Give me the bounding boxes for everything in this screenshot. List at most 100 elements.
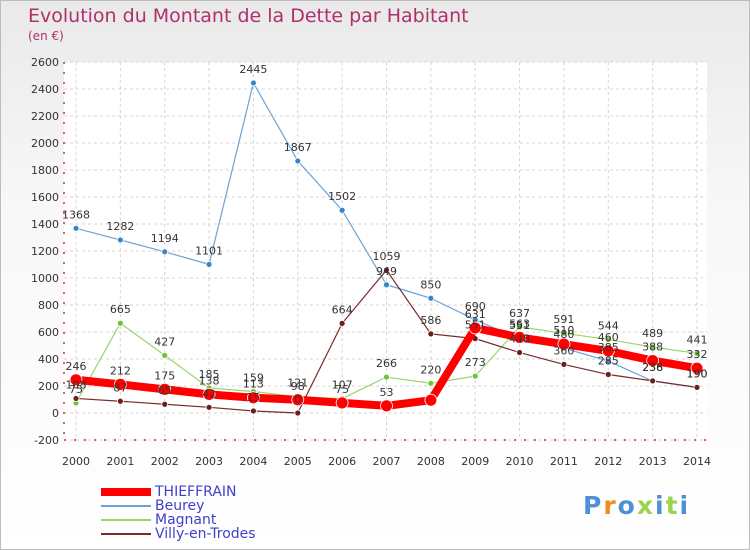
data-point-thieffrain [247,391,260,405]
y-tick-label: 2000 [31,137,59,150]
data-label-thieffrain: 460 [598,331,619,344]
data-point-villy-en-trodes [560,360,568,368]
data-point-thieffrain [601,344,615,358]
data-label-villy-en-trodes: 664 [332,303,353,316]
data-point-beurey [383,281,390,289]
data-point-villy-en-trodes [693,383,701,391]
x-tick-label: 2014 [683,455,711,468]
data-label-thieffrain: 388 [642,341,663,354]
data-label-magnant: 273 [465,356,486,369]
data-point-thieffrain [646,354,660,368]
data-point-villy-en-trodes [383,266,390,274]
data-point-beurey [205,260,213,268]
data-label-beurey: 236 [642,361,663,374]
data-point-thieffrain [690,361,704,375]
data-point-beurey [250,79,257,87]
data-label-magnant: 121 [287,377,308,390]
data-label-beurey: 480 [553,328,574,341]
x-tick-label: 2008 [417,455,445,468]
data-point-magnant [693,350,701,357]
x-tick-label: 2009 [461,455,489,468]
legend-label: Villy-en-Trodes [155,526,256,542]
logo-letter: i [679,491,691,520]
data-point-magnant [516,323,523,331]
legend-item: Villy-en-Trodes [101,527,256,541]
data-label-magnant: 544 [598,320,619,333]
data-label-magnant: 665 [110,303,131,316]
data-point-magnant [161,351,169,359]
y-tick-label: 1600 [31,191,59,204]
data-label-villy-en-trodes: 285 [598,355,619,368]
data-point-magnant [560,329,568,337]
data-label-magnant: 266 [376,357,397,370]
data-label-thieffrain: 98 [291,380,305,393]
data-point-thieffrain [202,387,216,401]
data-label-thieffrain: 212 [110,364,131,377]
data-point-villy-en-trodes [516,349,523,356]
data-label-magnant: 441 [687,333,708,346]
data-label-villy-en-trodes: 551 [465,319,486,332]
logo-letter: t [665,491,680,520]
data-label-villy-en-trodes: 586 [420,314,441,327]
data-label-magnant: 591 [553,313,574,326]
legend-item: Magnant [101,513,256,527]
data-label-magnant: 75 [69,383,83,396]
y-tick-label: 2600 [31,56,59,69]
legend-item: Beurey [101,499,256,513]
y-tick-label: 0 [52,407,59,420]
data-label-villy-en-trodes: 1059 [373,250,401,263]
data-label-beurey: 190 [687,367,708,380]
data-label-beurey: 850 [420,278,441,291]
y-tick-label: 1000 [31,272,59,285]
data-point-thieffrain [380,399,393,413]
data-label-villy-en-trodes: 360 [553,344,574,357]
data-label-thieffrain: 246 [66,360,87,373]
data-point-villy-en-trodes [205,403,213,411]
y-tick-label: 600 [38,326,59,339]
y-tick-label: -200 [34,434,59,447]
data-point-thieffrain [335,396,349,410]
legend-swatch [101,519,151,521]
logo-letter: i [655,491,666,520]
data-label-beurey: 1867 [284,141,312,154]
data-point-magnant [649,343,657,351]
legend-item: THIEFFRAIN [101,485,256,499]
x-tick-label: 2000 [62,455,90,468]
data-label-villy-en-trodes: 238 [642,361,663,374]
x-tick-label: 2010 [506,455,534,468]
data-label-villy-en-trodes: 87 [113,381,127,394]
x-tick-label: 2004 [239,455,267,468]
data-point-villy-en-trodes [72,395,80,402]
data-point-beurey [161,248,169,256]
data-label-magnant: 637 [509,307,530,320]
y-tick-label: 1200 [31,245,59,258]
data-label-beurey: 949 [376,265,397,278]
legend-swatch [101,488,151,496]
data-label-thieffrain: 175 [154,369,175,382]
data-point-thieffrain [557,337,571,351]
data-point-magnant [116,319,124,327]
logo-letter: o [617,491,637,520]
y-tick-label: 1400 [31,218,59,231]
logo-letter: P [583,491,604,520]
chart-title: Evolution du Montant de la Dette par Hab… [28,5,469,27]
data-label-thieffrain: 75 [335,383,349,396]
data-point-thieffrain [69,373,83,387]
data-point-villy-en-trodes [427,330,435,338]
data-point-thieffrain [468,321,482,335]
x-tick-label: 2011 [550,455,578,468]
data-label-beurey: 1502 [328,190,356,203]
data-label-beurey: 385 [598,341,619,354]
data-point-villy-en-trodes [338,319,346,327]
data-label-beurey: 1368 [62,208,90,221]
data-point-villy-en-trodes [161,400,169,408]
data-label-villy-en-trodes: 15 [246,391,260,404]
data-label-magnant: 427 [154,335,175,348]
logo-letter: x [636,491,655,520]
unit-label: (en €) [28,29,64,43]
legend-label: Beurey [155,498,205,514]
data-point-thieffrain [291,393,305,407]
data-point-beurey [427,294,435,302]
data-label-magnant: 159 [243,372,264,385]
data-label-thieffrain: 113 [243,378,264,391]
